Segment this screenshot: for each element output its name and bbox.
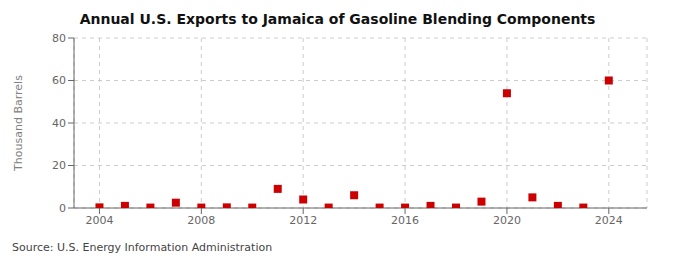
html-text:Annual U.S. Exports to Jamaica: Annual U.S. Exports to Jamaica of Gasoli…: [79, 11, 596, 27]
svg-text:2016: 2016: [391, 214, 419, 227]
svg-text:40: 40: [52, 117, 66, 130]
svg-text:2020: 2020: [493, 214, 521, 227]
svg-text:20: 20: [52, 159, 66, 172]
svg-text:0: 0: [59, 202, 66, 215]
html-text:Source: U.S. Energy Informatio: Source: U.S. Energy Information Administ…: [12, 241, 273, 254]
svg-text:2004: 2004: [85, 214, 113, 227]
svg-text:2024: 2024: [595, 214, 623, 227]
svg-text:60: 60: [52, 74, 66, 87]
svg-text:2008: 2008: [187, 214, 215, 227]
svg-text:2012: 2012: [289, 214, 317, 227]
svg-text:Thousand Barrels: Thousand Barrels: [12, 75, 25, 172]
svg-text:80: 80: [52, 32, 66, 45]
